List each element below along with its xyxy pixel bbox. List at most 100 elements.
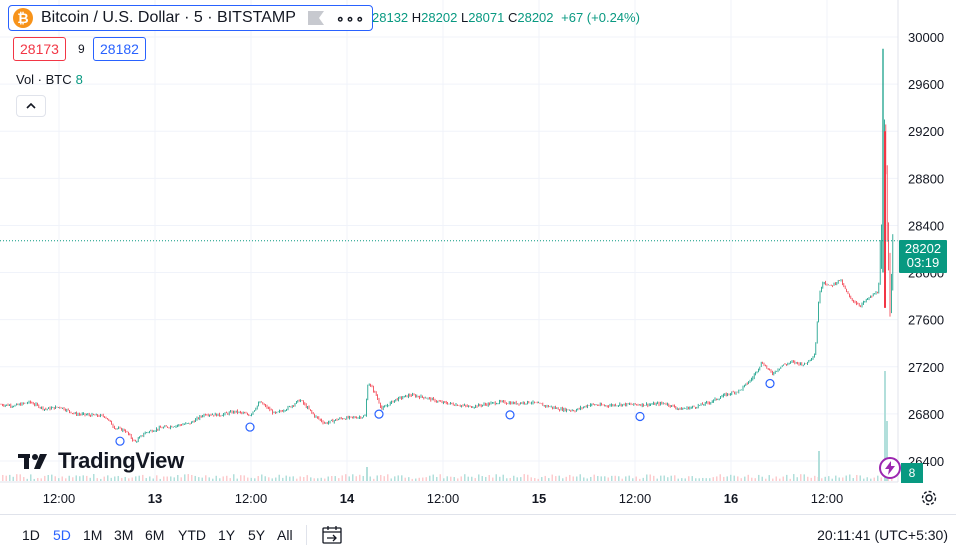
volume-spike <box>818 451 820 481</box>
bar-countdown: 03:19 <box>906 255 940 270</box>
range-button-3m[interactable]: 3M <box>114 527 134 543</box>
tradingview-wordmark: TradingView <box>58 448 184 473</box>
volume-bar <box>810 477 812 481</box>
volume-bar <box>544 475 546 481</box>
volume-bar <box>247 477 249 481</box>
volume-bar <box>639 478 641 481</box>
volume-bar <box>261 474 263 481</box>
volume-bar <box>173 477 175 481</box>
volume-bar <box>859 475 861 481</box>
lightning-icon[interactable] <box>879 457 901 479</box>
volume-bar <box>828 476 830 481</box>
range-button-5y[interactable]: 5Y <box>248 527 266 543</box>
last-price-label: 28202 03:19 <box>899 240 947 273</box>
volume-bar <box>348 476 350 481</box>
volume-bar <box>709 478 711 481</box>
volume-bar <box>747 474 749 481</box>
volume-bar <box>758 474 760 481</box>
range-button-6m[interactable]: 6M <box>145 527 165 543</box>
volume-bar <box>768 475 770 481</box>
spread-value: 9 <box>78 42 85 56</box>
volume-bar <box>240 475 242 481</box>
buy-button[interactable]: 28182 <box>93 37 146 61</box>
range-button-all[interactable]: All <box>277 527 293 543</box>
bitcoin-logo-icon: ₿ <box>13 8 33 28</box>
volume-bar <box>65 478 67 481</box>
settings-gear-icon[interactable] <box>920 489 938 507</box>
volume-bar <box>618 476 620 481</box>
volume-bar <box>303 477 305 481</box>
volume-bar <box>877 475 879 481</box>
volume-bar <box>359 474 361 481</box>
time-tick-label: 15 <box>532 491 546 506</box>
volume-bar <box>324 478 326 481</box>
volume-bar <box>278 474 280 481</box>
volume-bar <box>292 476 294 481</box>
time-tick-label: 12:00 <box>427 491 460 506</box>
volume-bar <box>660 475 662 481</box>
price-chart[interactable]: 2640026800272002760028000284002880029200… <box>0 0 956 514</box>
event-marker-icon <box>505 410 515 420</box>
volume-bar <box>495 474 497 481</box>
volume-bar <box>744 476 746 481</box>
volume-bar <box>737 476 739 481</box>
price-tick-label: 29200 <box>908 124 944 139</box>
volume-bar <box>849 474 851 481</box>
volume-bar <box>37 478 39 481</box>
more-options-icon[interactable]: ∘∘∘ <box>335 9 366 26</box>
volume-bar <box>614 475 616 481</box>
collapse-legend-button[interactable] <box>16 95 46 117</box>
volume-bar <box>250 477 252 481</box>
volume-bar <box>502 474 504 481</box>
volume-bar <box>520 477 522 481</box>
range-button-1m[interactable]: 1M <box>83 527 103 543</box>
volume-bar <box>842 477 844 481</box>
volume-bar <box>299 476 301 481</box>
symbol-legend[interactable]: ₿ Bitcoin / U.S. Dollar · 5 · BITSTAMP ∘… <box>8 5 373 31</box>
volume-bar <box>548 478 550 481</box>
range-button-5d[interactable]: 5D <box>53 527 71 543</box>
volume-bar <box>506 478 508 481</box>
volume-bar <box>30 474 32 481</box>
range-button-1d[interactable]: 1D <box>22 527 40 543</box>
volume-bar <box>107 475 109 481</box>
flag-icon[interactable] <box>307 11 324 25</box>
volume-bar <box>373 478 375 481</box>
volume-bar <box>604 476 606 481</box>
clock-timezone[interactable]: 20:11:41 (UTC+5:30) <box>817 527 948 543</box>
sell-button[interactable]: 28173 <box>13 37 66 61</box>
volume-bar <box>142 474 144 481</box>
volume-bar <box>814 475 816 481</box>
calendar-goto-icon[interactable] <box>321 525 343 545</box>
volume-bar <box>233 474 235 481</box>
volume-bar <box>89 477 91 481</box>
volume-bar <box>201 477 203 481</box>
volume-bar <box>677 478 679 481</box>
volume-value-badge: 8 <box>901 463 923 483</box>
symbol-title[interactable]: Bitcoin / U.S. Dollar · 5 · BITSTAMP <box>41 9 296 26</box>
volume-bar <box>509 478 511 481</box>
volume-bar <box>803 474 805 481</box>
volume-bar <box>177 474 179 481</box>
volume-bar <box>61 476 63 481</box>
volume-bar <box>296 478 298 481</box>
volume-bar <box>681 478 683 481</box>
volume-bar <box>19 474 21 481</box>
volume-bar <box>562 478 564 481</box>
volume-bar <box>754 478 756 481</box>
volume-bar <box>488 475 490 481</box>
volume-bar <box>40 478 42 481</box>
tradingview-logo[interactable]: TradingView <box>18 448 184 474</box>
open-value: 28132 <box>372 10 409 25</box>
volume-legend[interactable]: Vol · BTC 8 <box>16 72 83 87</box>
volume-bar <box>285 475 287 481</box>
volume-bar <box>229 478 231 481</box>
volume-bar <box>824 476 826 481</box>
range-button-ytd[interactable]: YTD <box>178 527 206 543</box>
toolbar-divider <box>306 525 307 545</box>
volume-bar <box>765 478 767 481</box>
range-button-1y[interactable]: 1Y <box>218 527 236 543</box>
volume-bar <box>485 476 487 481</box>
volume-bar <box>58 478 60 481</box>
volume-bar <box>415 478 417 481</box>
